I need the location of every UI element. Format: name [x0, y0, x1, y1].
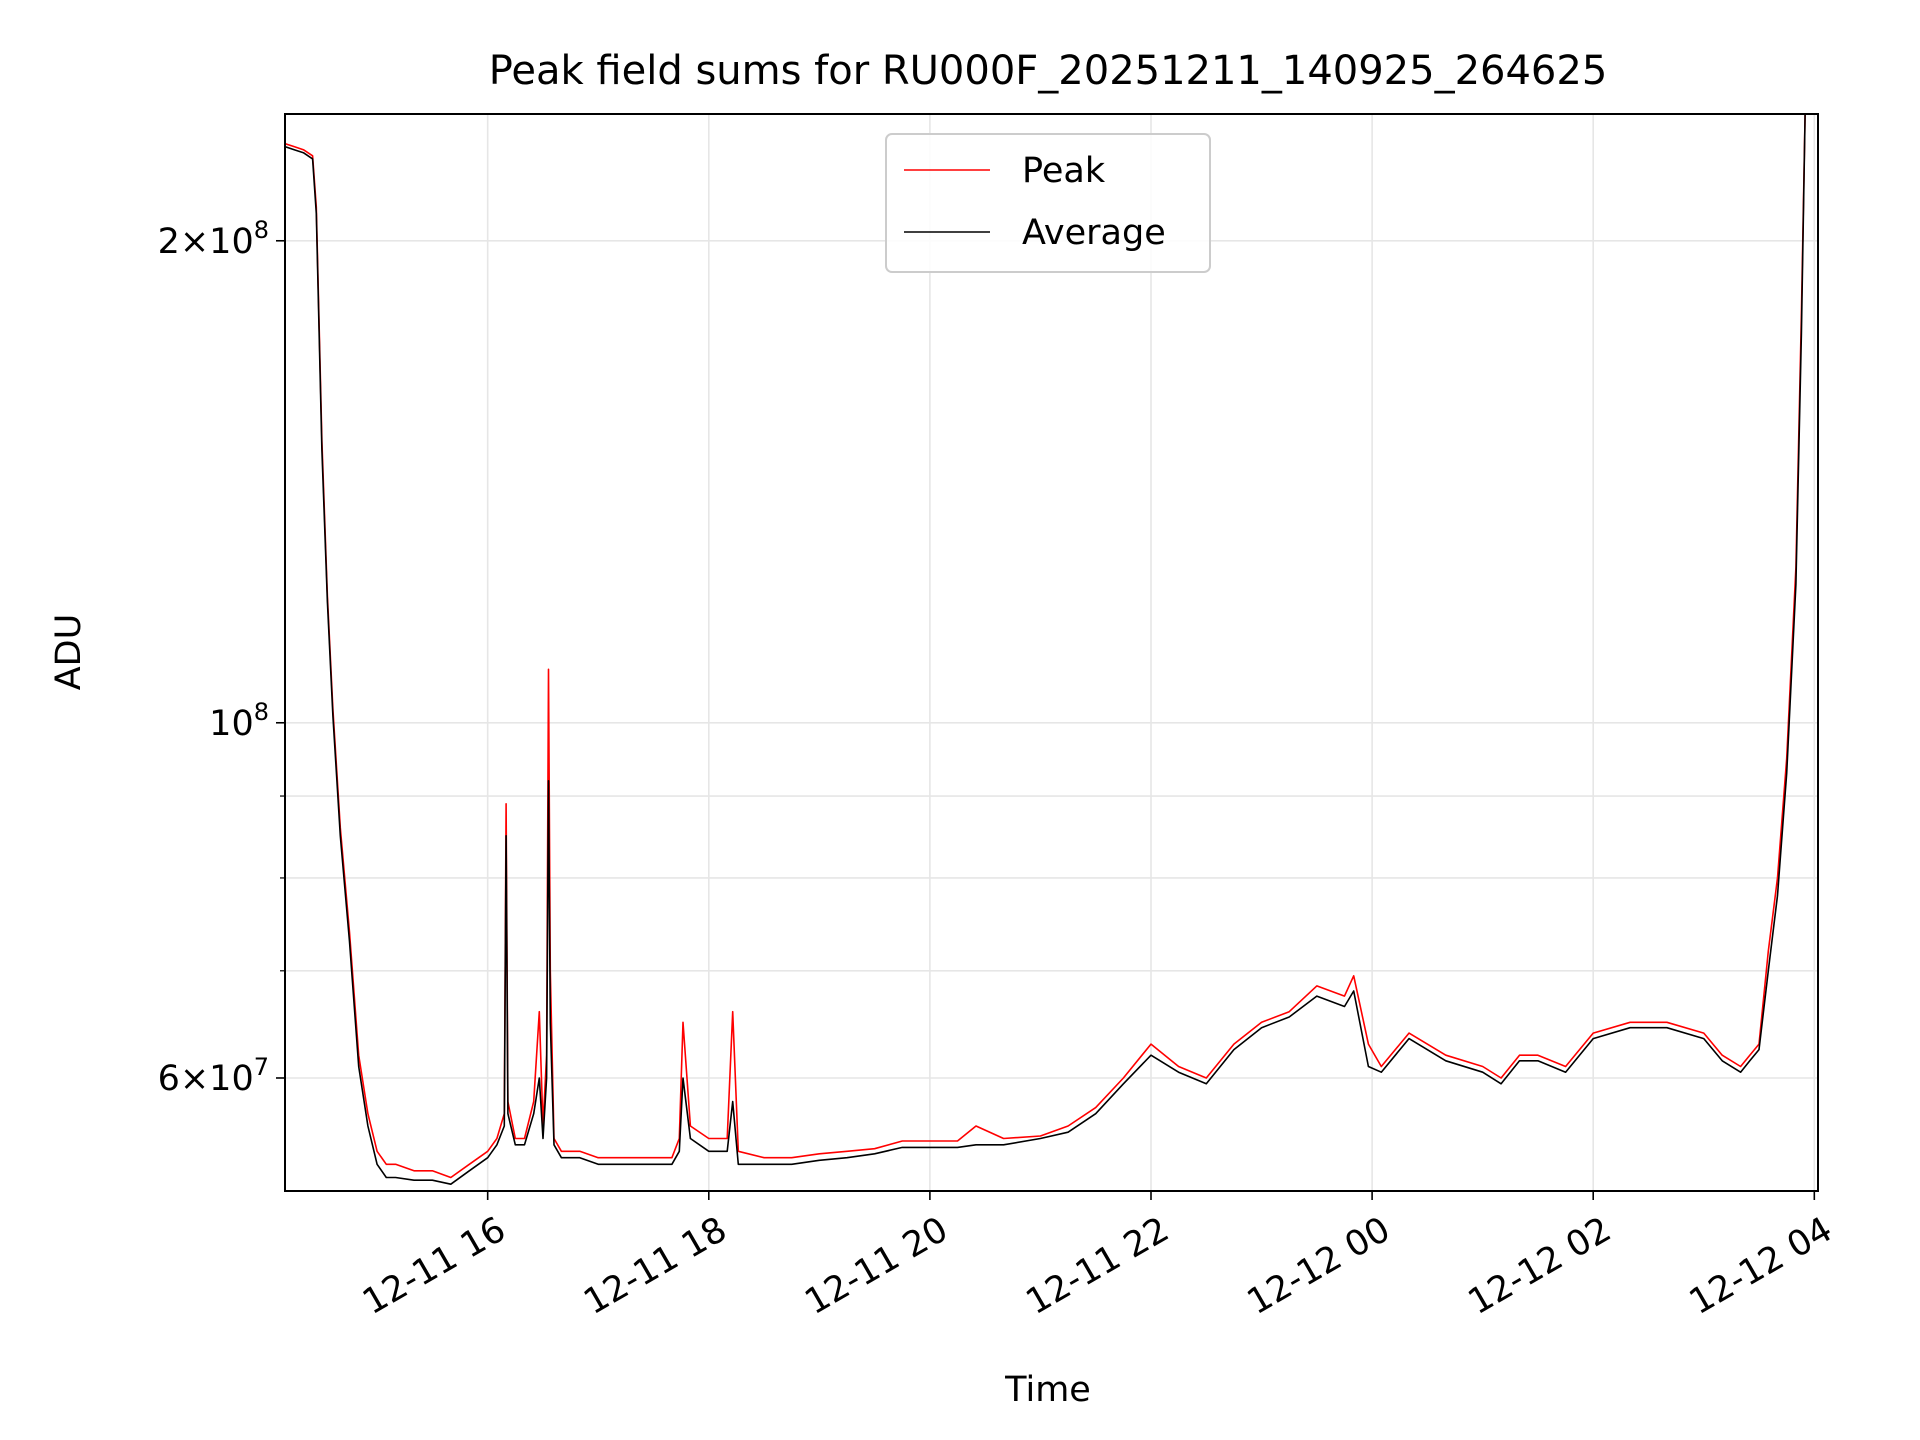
- series-line-average: [285, 114, 1806, 1185]
- y-tick-label: 108: [209, 698, 269, 744]
- y-axis-label: ADU: [49, 614, 89, 691]
- x-axis-label: Time: [1004, 1370, 1091, 1410]
- series-line-peak: [285, 114, 1806, 1179]
- chart-title: Peak field sums for RU000F_20251211_1409…: [489, 48, 1608, 94]
- plot-area-frame: [284, 113, 1819, 1192]
- legend-label-peak: Peak: [1022, 151, 1106, 191]
- legend: Peak Average: [885, 133, 1211, 273]
- series-layer: [285, 114, 1806, 1185]
- y-tick-label: 6×107: [158, 1053, 269, 1099]
- y-axis-ticks: 6×107 108 2×108: [158, 216, 285, 1099]
- legend-box: [885, 133, 1211, 273]
- y-tick-label: 2×108: [158, 216, 269, 262]
- legend-label-average: Average: [1022, 213, 1166, 253]
